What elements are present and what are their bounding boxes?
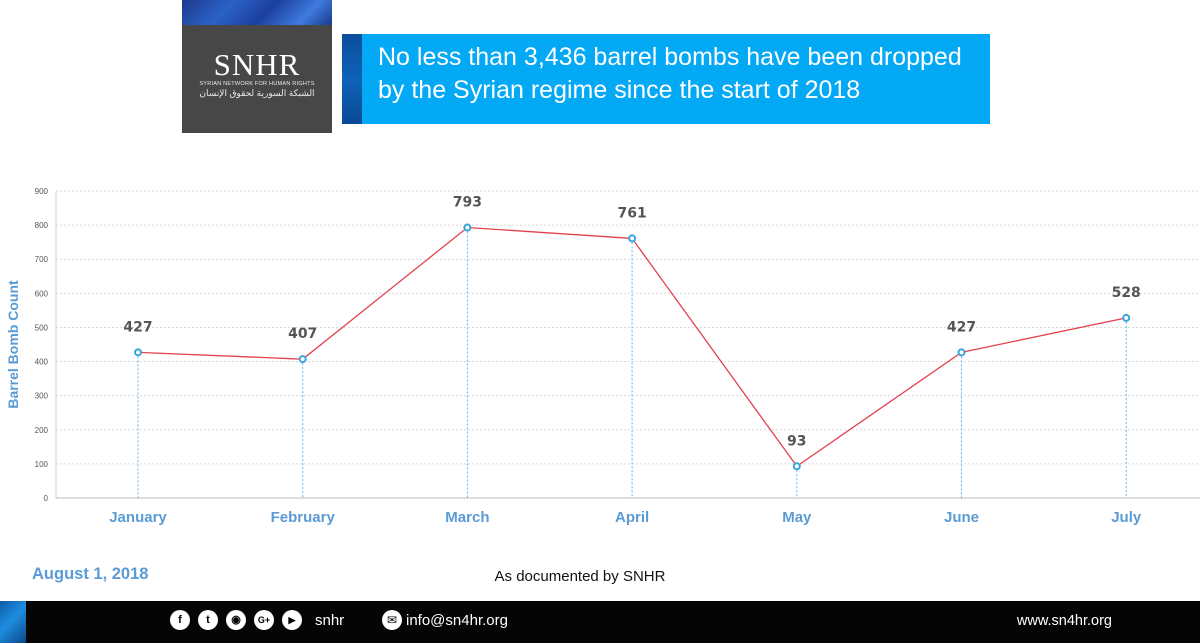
- x-tick-label: January: [109, 509, 167, 526]
- y-tick-label: 200: [35, 426, 49, 435]
- data-point: [792, 462, 801, 471]
- y-tick-label: 700: [35, 255, 49, 264]
- logo-wordmark: SNHR: [213, 47, 301, 82]
- data-label: 761: [617, 205, 646, 221]
- data-point: [298, 355, 307, 364]
- y-tick-label: 800: [35, 221, 49, 230]
- x-tick-label: March: [445, 509, 489, 526]
- y-tick-label: 500: [35, 323, 49, 332]
- twitter-icon[interactable]: t: [198, 610, 218, 630]
- source-note: As documented by SNHR: [494, 568, 666, 585]
- mail-icon[interactable]: ✉: [382, 610, 402, 630]
- y-tick-label: 900: [35, 187, 49, 196]
- logo-subtitle-arabic: الشبكة السورية لحقوق الإنسان: [199, 88, 315, 98]
- report-date: August 1, 2018: [32, 565, 149, 583]
- data-point: [628, 234, 637, 243]
- data-point: [1122, 313, 1131, 322]
- headline-line-1: No less than 3,436 barrel bombs have bee…: [378, 43, 962, 71]
- y-tick-label: 100: [35, 460, 49, 469]
- y-axis-label: Barrel Bomb Count: [5, 280, 21, 409]
- x-tick-label: April: [615, 509, 649, 526]
- data-point: [957, 348, 966, 357]
- y-tick-label: 400: [35, 358, 49, 367]
- headline-banner: No less than 3,436 barrel bombs have bee…: [342, 34, 990, 124]
- footer-email-link[interactable]: info@sn4hr.org: [406, 612, 508, 629]
- barrel-bomb-line-chart: 0 100 200 300 400 500 600 700 800 900 Barrel Bomb …: [5, 187, 1200, 526]
- x-tick-label: February: [271, 509, 336, 526]
- footer-corner-decoration: [0, 601, 26, 643]
- youtube-icon[interactable]: ▶: [282, 610, 302, 630]
- google-plus-icon[interactable]: G+: [254, 610, 274, 630]
- headline-text: No less than 3,436 barrel bombs have bee…: [378, 41, 978, 107]
- data-label: 793: [453, 194, 482, 210]
- headline-line-2: by the Syrian regime since the start of …: [378, 76, 861, 104]
- instagram-icon[interactable]: ◉: [226, 610, 246, 630]
- y-tick-label: 600: [35, 289, 49, 298]
- data-label: 528: [1112, 285, 1141, 301]
- footer-website-link[interactable]: www.sn4hr.org: [1016, 613, 1112, 629]
- logo-subtitle-english: SYRIAN NETWORK FOR HUMAN RIGHTS: [199, 81, 315, 87]
- banner-stripe: [342, 34, 362, 124]
- x-tick-label: May: [782, 509, 812, 526]
- header-decoration: [182, 0, 332, 25]
- y-tick-label: 300: [35, 392, 49, 401]
- data-point: [463, 223, 472, 232]
- x-tick-label: June: [944, 509, 979, 526]
- social-handle[interactable]: snhr: [315, 612, 345, 629]
- data-label: 427: [123, 319, 152, 335]
- data-label: 427: [947, 319, 976, 335]
- facebook-icon[interactable]: f: [170, 610, 190, 630]
- data-point: [134, 348, 142, 357]
- y-tick-label: 0: [44, 494, 49, 503]
- footer-bar: f t ◉ G+ ▶ snhr ✉ info@sn4hr.org www.sn4…: [0, 601, 1200, 643]
- data-label: 407: [288, 326, 317, 342]
- snhr-logo: SNHR SYRIAN NETWORK FOR HUMAN RIGHTS الش…: [182, 25, 332, 133]
- data-label: 93: [787, 433, 806, 449]
- x-tick-label: July: [1111, 509, 1142, 526]
